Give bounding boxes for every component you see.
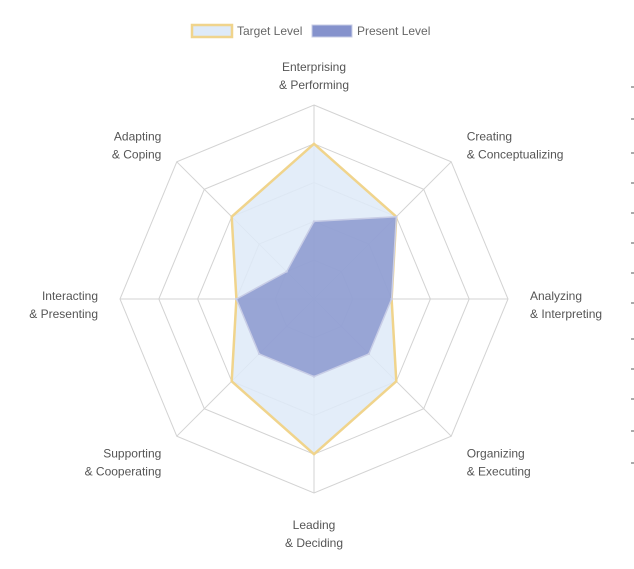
axis-label-line: Interacting [42, 289, 98, 303]
legend-item[interactable]: Target Level [190, 23, 302, 39]
legend-swatch [190, 23, 234, 39]
axis-label-line: & Cooperating [85, 465, 162, 479]
data-point[interactable] [230, 215, 233, 218]
legend-item[interactable]: Present Level [311, 24, 430, 38]
axis-label-line: & Executing [467, 465, 531, 479]
axis-label-line: & Performing [279, 78, 349, 92]
axis-label-line: Creating [467, 129, 512, 143]
legend-label: Present Level [357, 24, 430, 38]
radar-series [230, 142, 398, 456]
axis-label: Supporting & Cooperating [85, 447, 162, 479]
axis-label-line: & Coping [112, 147, 161, 161]
axis-label-line: Leading [293, 518, 336, 532]
axis-labels: Enterprising & Performing Creating & Concep… [29, 60, 602, 550]
axis-label: Interacting & Presenting [29, 289, 98, 321]
axis-label: Leading & Deciding [285, 518, 343, 550]
data-point[interactable] [395, 380, 398, 383]
axis-label-line: & Conceptualizing [467, 147, 564, 161]
axis-label-line: & Interpreting [530, 307, 602, 321]
axis-label-line: Enterprising [282, 60, 346, 74]
legend[interactable]: Target Level Present Level [190, 23, 430, 39]
data-point[interactable] [285, 270, 288, 273]
data-point[interactable] [312, 220, 316, 223]
data-point[interactable] [312, 375, 316, 378]
axis-label-line: Adapting [114, 129, 161, 143]
data-point[interactable] [235, 297, 238, 301]
legend-label: Target Level [237, 24, 302, 38]
data-point[interactable] [390, 297, 393, 301]
axis-label-line: & Presenting [29, 307, 98, 321]
data-point[interactable] [257, 352, 261, 356]
axis-label-line: & Deciding [285, 536, 343, 550]
axis-label-line: Supporting [103, 447, 161, 461]
axis-label: Enterprising & Performing [279, 60, 349, 92]
axis-label-line: Analyzing [530, 289, 582, 303]
data-point[interactable] [367, 352, 371, 356]
data-point[interactable] [312, 142, 316, 145]
axis-label-line: Organizing [467, 447, 525, 461]
data-point[interactable] [395, 215, 398, 218]
axis-label: Creating & Conceptualizing [467, 129, 564, 161]
data-point[interactable] [230, 380, 233, 383]
data-point[interactable] [312, 453, 316, 456]
legend-swatch [311, 24, 353, 38]
axis-label: Analyzing & Interpreting [530, 289, 602, 321]
axis-label: Adapting & Coping [112, 129, 161, 161]
axis-label: Organizing & Executing [467, 447, 531, 479]
